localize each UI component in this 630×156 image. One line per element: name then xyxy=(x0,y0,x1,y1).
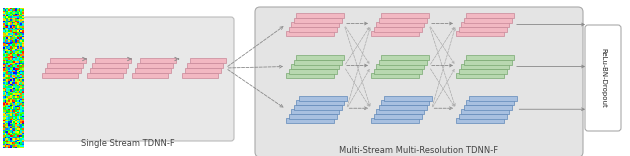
Bar xyxy=(464,59,512,64)
Bar xyxy=(294,59,341,64)
Bar xyxy=(92,63,128,68)
Bar xyxy=(132,73,168,78)
Bar xyxy=(50,58,86,63)
Text: Single Stream TDNN-F: Single Stream TDNN-F xyxy=(81,139,175,148)
Bar xyxy=(384,95,432,100)
Text: ReLu-BN-Dropout: ReLu-BN-Dropout xyxy=(600,48,606,108)
Bar xyxy=(466,13,514,18)
Text: Multi-Stream Multi-Resolution TDNN-F: Multi-Stream Multi-Resolution TDNN-F xyxy=(340,146,498,155)
Bar xyxy=(459,27,507,32)
Bar xyxy=(461,64,509,69)
Bar xyxy=(469,95,517,100)
Bar xyxy=(139,58,176,63)
Bar xyxy=(185,68,220,73)
Bar xyxy=(294,105,341,110)
Bar xyxy=(381,55,429,60)
Bar xyxy=(286,118,334,123)
Bar xyxy=(379,17,427,22)
Bar xyxy=(376,22,424,27)
Bar xyxy=(379,105,427,110)
Bar xyxy=(371,73,419,78)
Bar xyxy=(296,100,344,105)
Bar xyxy=(89,68,125,73)
Bar xyxy=(296,13,344,18)
Bar xyxy=(466,100,514,105)
Bar xyxy=(379,59,427,64)
Bar xyxy=(291,22,339,27)
Bar xyxy=(134,68,171,73)
Bar xyxy=(289,27,336,32)
Bar xyxy=(456,118,504,123)
Bar xyxy=(464,105,512,110)
Bar xyxy=(286,31,334,36)
Bar xyxy=(299,95,347,100)
Bar xyxy=(45,68,81,73)
Bar xyxy=(294,17,341,22)
Bar xyxy=(182,73,218,78)
Bar xyxy=(374,114,421,119)
Bar xyxy=(296,55,344,60)
FancyBboxPatch shape xyxy=(255,7,583,156)
FancyBboxPatch shape xyxy=(23,17,234,141)
Bar xyxy=(374,68,421,73)
Bar xyxy=(187,63,223,68)
Bar xyxy=(137,63,173,68)
Bar xyxy=(459,68,507,73)
Bar xyxy=(461,109,509,114)
Bar xyxy=(47,63,83,68)
Bar xyxy=(190,58,226,63)
Bar xyxy=(289,68,336,73)
Bar xyxy=(381,100,429,105)
Bar xyxy=(291,109,339,114)
Bar xyxy=(461,22,509,27)
Bar xyxy=(459,114,507,119)
Bar xyxy=(456,73,504,78)
Bar xyxy=(466,55,514,60)
Bar xyxy=(456,31,504,36)
Bar xyxy=(371,31,419,36)
Bar xyxy=(286,73,334,78)
Bar xyxy=(42,73,78,78)
Bar xyxy=(376,64,424,69)
Bar xyxy=(289,114,336,119)
Bar xyxy=(381,13,429,18)
Bar xyxy=(376,109,424,114)
Bar xyxy=(291,64,339,69)
Bar xyxy=(87,73,123,78)
Bar xyxy=(464,17,512,22)
Bar xyxy=(94,58,130,63)
Bar xyxy=(374,27,421,32)
Bar xyxy=(371,118,419,123)
FancyBboxPatch shape xyxy=(585,25,621,131)
